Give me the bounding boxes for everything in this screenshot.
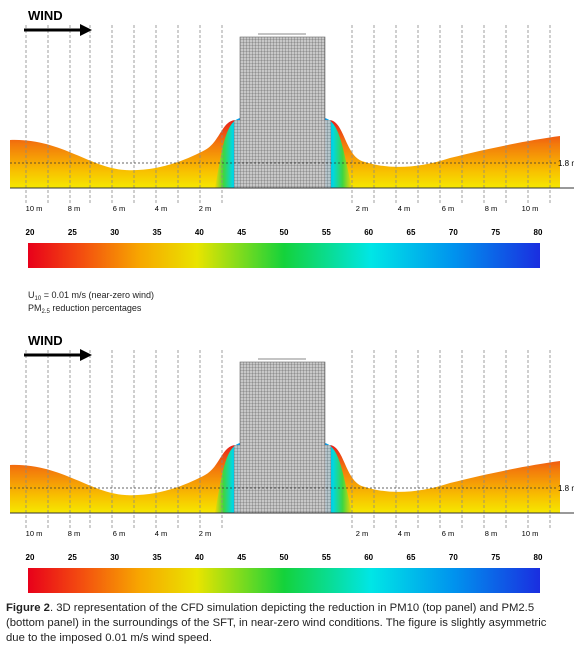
concentration-field bbox=[330, 120, 560, 188]
concentration-field bbox=[330, 445, 560, 513]
distance-label: 6 m bbox=[442, 204, 455, 213]
building-lower bbox=[234, 120, 331, 188]
distance-label: 8 m bbox=[485, 204, 498, 213]
label-bg bbox=[199, 528, 221, 538]
colorbar-tick-label: 70 bbox=[449, 553, 458, 562]
label-bg bbox=[485, 203, 507, 213]
note-text: = 0.01 m/s (near-zero wind) bbox=[41, 290, 154, 300]
distance-label: 2 m bbox=[199, 529, 212, 538]
colorbar-tick-label: 45 bbox=[237, 228, 246, 237]
distance-label: 8 m bbox=[68, 204, 81, 213]
colorbar bbox=[28, 243, 540, 268]
height-label: 1.8 m bbox=[558, 484, 574, 493]
distance-label: 4 m bbox=[155, 529, 168, 538]
colorbar-tick-label: 30 bbox=[110, 553, 119, 562]
panel: 1.8 m WIND 10 m 8 m 6 m 4 m 2 m 2 m 4 m 6 m 8 m 10 … bbox=[10, 8, 574, 268]
building-lower bbox=[234, 445, 331, 513]
distance-label: 6 m bbox=[113, 204, 126, 213]
colorbar-tick-label: 75 bbox=[491, 553, 500, 562]
colorbar-tick-label: 65 bbox=[407, 228, 416, 237]
concentration-field bbox=[10, 120, 236, 188]
wind-label: WIND bbox=[28, 333, 63, 348]
colorbar-tick-label: 50 bbox=[280, 553, 289, 562]
colorbar-tick-label: 20 bbox=[26, 553, 35, 562]
distance-label: 8 m bbox=[68, 529, 81, 538]
label-bg bbox=[199, 203, 221, 213]
wind-arrowhead bbox=[80, 24, 92, 36]
caption: Figure 2. 3D representation of the CFD s… bbox=[6, 601, 568, 646]
near-building-field bbox=[325, 118, 352, 188]
colorbar-tick-label: 80 bbox=[534, 228, 543, 237]
note-symbol: U bbox=[28, 290, 35, 300]
wind-label: WIND bbox=[28, 8, 63, 23]
panel: 1.8 m WIND 10 m 8 m 6 m 4 m 2 m 2 m 4 m 6 m 8 m 10 … bbox=[10, 333, 574, 593]
distance-label: 10 m bbox=[26, 529, 43, 538]
note-subscript: 2.5 bbox=[42, 309, 51, 315]
note-subscript: 10 bbox=[35, 296, 42, 302]
label-bg bbox=[155, 528, 177, 538]
label-bg bbox=[356, 528, 378, 538]
colorbar-tick-label: 20 bbox=[26, 228, 35, 237]
distance-label: 2 m bbox=[199, 204, 212, 213]
figure-graphic: 1.8 m WIND 10 m 8 m 6 m 4 m 2 m 2 m 4 m 6 m 8 m 10 … bbox=[10, 8, 574, 593]
label-bg bbox=[113, 203, 135, 213]
colorbar-tick-label: 65 bbox=[407, 553, 416, 562]
distance-label: 4 m bbox=[155, 204, 168, 213]
colorbar bbox=[28, 568, 540, 593]
near-building-field bbox=[215, 118, 240, 188]
distance-label: 6 m bbox=[113, 529, 126, 538]
label-bg bbox=[485, 528, 507, 538]
distance-label: 2 m bbox=[356, 204, 369, 213]
colorbar-tick-label: 25 bbox=[68, 553, 77, 562]
distance-label: 4 m bbox=[398, 529, 411, 538]
wind-arrowhead bbox=[80, 349, 92, 361]
concentration-field bbox=[10, 445, 236, 513]
label-bg bbox=[398, 528, 420, 538]
distance-label: 6 m bbox=[442, 529, 455, 538]
near-building-field bbox=[325, 443, 352, 513]
label-bg bbox=[113, 528, 135, 538]
colorbar-tick-label: 40 bbox=[195, 228, 204, 237]
colorbar-tick-label: 30 bbox=[110, 228, 119, 237]
label-bg bbox=[28, 528, 50, 538]
distance-label: 4 m bbox=[398, 204, 411, 213]
label-bg bbox=[68, 528, 90, 538]
near-building-field bbox=[215, 443, 240, 513]
colorbar-tick-label: 45 bbox=[237, 553, 246, 562]
label-bg bbox=[356, 203, 378, 213]
distance-label: 10 m bbox=[522, 529, 539, 538]
label-bg bbox=[68, 203, 90, 213]
colorbar-tick-label: 50 bbox=[280, 228, 289, 237]
distance-label: 10 m bbox=[26, 204, 43, 213]
note-line: U10 = 0.01 m/s (near-zero wind) bbox=[28, 290, 154, 302]
distance-label: 10 m bbox=[522, 204, 539, 213]
note-line: PM2.5 reduction percentages bbox=[28, 303, 142, 315]
colorbar-tick-label: 35 bbox=[153, 228, 162, 237]
note-text: reduction percentages bbox=[50, 303, 142, 313]
caption-label: Figure 2 bbox=[6, 602, 50, 614]
distance-label: 8 m bbox=[485, 529, 498, 538]
colorbar-tick-label: 35 bbox=[153, 553, 162, 562]
colorbar-tick-label: 40 bbox=[195, 553, 204, 562]
caption-text: . 3D representation of the CFD simulatio… bbox=[6, 602, 547, 644]
label-bg bbox=[155, 203, 177, 213]
label-bg bbox=[524, 528, 546, 538]
label-bg bbox=[524, 203, 546, 213]
label-bg bbox=[442, 203, 464, 213]
colorbar-tick-label: 70 bbox=[449, 228, 458, 237]
colorbar-tick-label: 55 bbox=[322, 228, 331, 237]
colorbar-tick-label: 75 bbox=[491, 228, 500, 237]
colorbar-tick-label: 60 bbox=[364, 553, 373, 562]
colorbar-tick-label: 60 bbox=[364, 228, 373, 237]
colorbar-tick-label: 80 bbox=[534, 553, 543, 562]
colorbar-tick-label: 55 bbox=[322, 553, 331, 562]
distance-label: 2 m bbox=[356, 529, 369, 538]
label-bg bbox=[28, 203, 50, 213]
label-bg bbox=[442, 528, 464, 538]
colorbar-tick-label: 25 bbox=[68, 228, 77, 237]
label-bg bbox=[398, 203, 420, 213]
height-label: 1.8 m bbox=[558, 159, 574, 168]
note-symbol: PM bbox=[28, 303, 42, 313]
